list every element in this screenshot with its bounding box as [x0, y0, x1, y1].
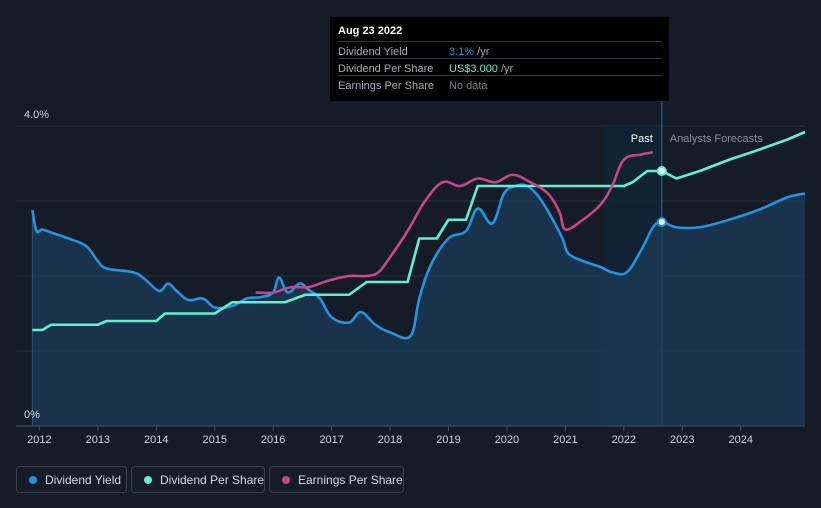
legend-label: Earnings Per Share: [298, 473, 403, 487]
earnings-per-share-line: [255, 150, 654, 295]
legend-earnings-per-share[interactable]: Earnings Per Share: [269, 466, 404, 493]
legend-dot: [29, 476, 37, 484]
tooltip-label: Dividend Per Share: [338, 63, 434, 75]
chart-tooltip: Aug 23 2022 Dividend Yield 3.1% /yr Divi…: [330, 17, 669, 101]
tooltip-value: No data: [449, 80, 488, 92]
x-tick-label: 2024: [728, 434, 752, 446]
series-lines: [31, 130, 806, 340]
legend-dot: [282, 476, 290, 484]
dividend-yield-marker: [656, 217, 667, 227]
tooltip-row-earnings-per-share: Earnings Per Share No data: [338, 75, 662, 93]
tooltip-value: US$3.000 /yr: [449, 63, 514, 75]
past-label: Past: [631, 133, 653, 145]
dividend-per-share-marker: [656, 166, 667, 176]
tooltip-row-dividend-per-share: Dividend Per Share US$3.000 /yr: [338, 58, 662, 76]
y-axis-label-top: 4.0%: [24, 109, 49, 121]
x-tick-label: 2012: [27, 434, 51, 446]
y-axis-label-bottom: 0%: [24, 409, 40, 421]
x-axis-ticks: 2012 2013 2014 2015 2016 2017 2018 2019 2020 2021…: [16, 425, 805, 446]
x-tick-label: 2018: [378, 434, 402, 446]
hover-markers: [656, 166, 667, 227]
tooltip-label: Earnings Per Share: [338, 80, 434, 92]
legend-dividend-yield[interactable]: Dividend Yield: [16, 466, 127, 493]
dividend-per-share-line: [32, 130, 806, 332]
dividend-yield-line: [31, 183, 806, 340]
x-tick-label: 2023: [670, 434, 694, 446]
tooltip-value: 3.1% /yr: [449, 46, 490, 58]
analysts-forecasts-label: Analysts Forecasts: [670, 133, 763, 145]
legend-dot: [144, 476, 152, 484]
x-tick-label: 2017: [319, 434, 343, 446]
x-tick-label: 2014: [144, 434, 168, 446]
x-tick-label: 2021: [553, 434, 577, 446]
x-tick-label: 2019: [436, 434, 460, 446]
x-tick-label: 2013: [86, 434, 110, 446]
x-tick-label: 2016: [261, 434, 285, 446]
x-tick-label: 2020: [495, 434, 519, 446]
tooltip-row-dividend-yield: Dividend Yield 3.1% /yr: [338, 41, 662, 59]
tooltip-label: Dividend Yield: [338, 46, 408, 58]
legend-label: Dividend Per Share: [160, 473, 265, 487]
legend-label: Dividend Yield: [45, 473, 122, 487]
tooltip-date: Aug 23 2022: [338, 25, 403, 37]
legend-dividend-per-share[interactable]: Dividend Per Share: [131, 466, 265, 493]
x-tick-label: 2022: [612, 434, 636, 446]
x-tick-label: 2015: [202, 434, 226, 446]
